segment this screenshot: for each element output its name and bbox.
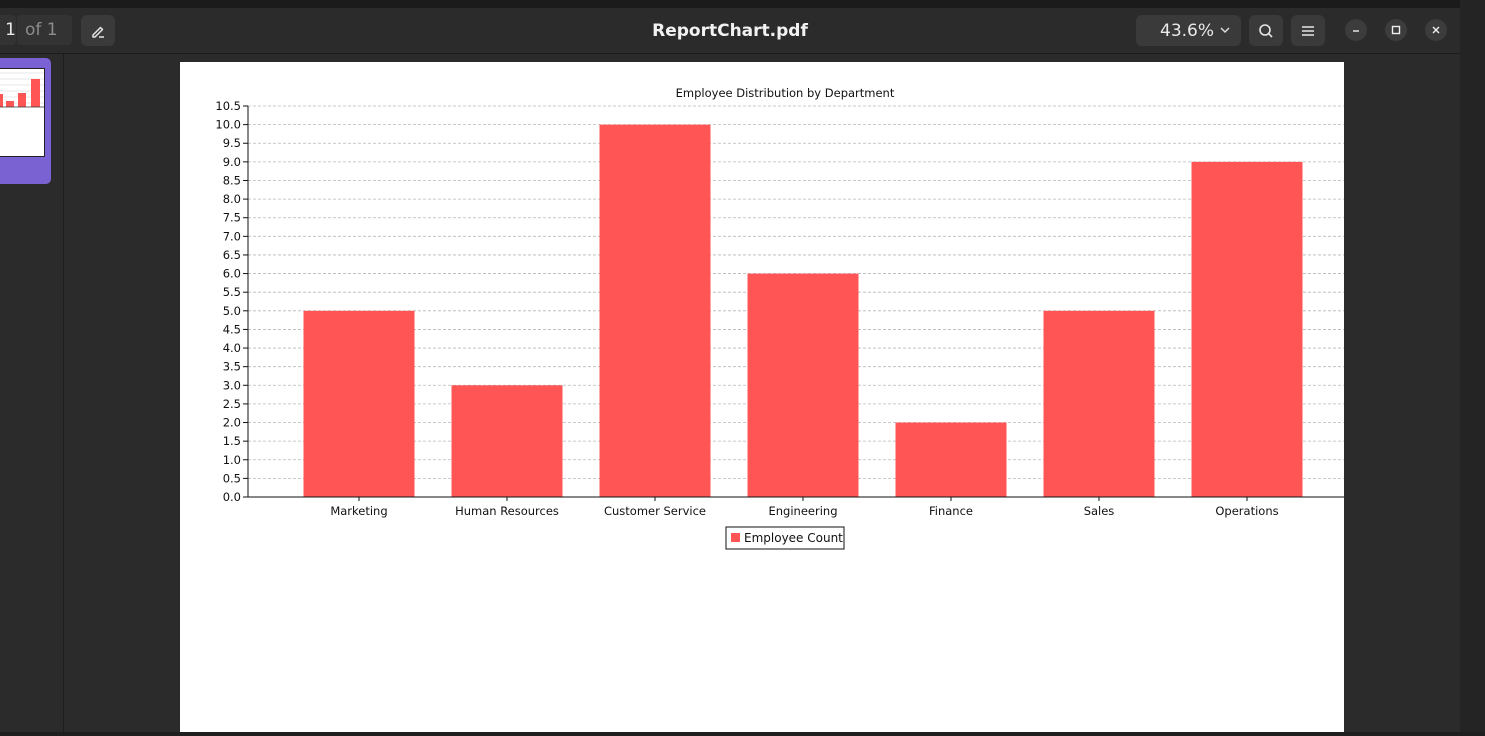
header-bar: 1 of 1 ReportChart.pdf 43.6% [0, 8, 1460, 54]
y-tick-label: 10.0 [215, 118, 241, 132]
y-tick-label: 8.0 [223, 192, 241, 206]
zoom-level: 43.6% [1160, 20, 1215, 41]
y-tick-label: 2.5 [223, 397, 241, 411]
y-tick-label: 10.5 [215, 99, 241, 113]
bar-customer-service [599, 124, 711, 497]
bar-finance [895, 422, 1007, 497]
y-tick-label: 0.0 [223, 490, 241, 504]
window-top-edge [0, 0, 1460, 8]
y-tick-label: 3.0 [223, 378, 241, 392]
bar-human-resources [451, 385, 563, 497]
maximize-icon [1391, 25, 1401, 35]
thumbnail-chart-preview [0, 72, 44, 108]
background-window-edge [1460, 0, 1485, 732]
page-thumbnail-selected[interactable] [0, 58, 51, 184]
main-menu-button[interactable] [1291, 15, 1325, 46]
y-tick-label: 6.0 [223, 267, 241, 281]
page-thumbnail-preview [0, 68, 45, 157]
pen-annotate-icon [92, 26, 104, 38]
minimize-icon [1353, 30, 1359, 32]
y-tick-label: 4.5 [223, 322, 241, 336]
bar-sales [1043, 310, 1155, 497]
y-tick-label: 5.0 [223, 304, 241, 318]
x-tick-label: Customer Service [604, 504, 706, 518]
y-tick-label: 9.5 [223, 136, 241, 150]
legend-swatch [731, 533, 740, 542]
x-tick-label: Sales [1084, 504, 1115, 518]
legend-label: Employee Count [744, 531, 843, 545]
y-tick-label: 2.0 [223, 416, 241, 430]
hamburger-menu-icon [1302, 25, 1314, 36]
close-icon [1432, 26, 1440, 34]
y-tick-label: 7.5 [223, 211, 241, 225]
bar-operations [1191, 161, 1303, 497]
document-title: ReportChart.pdf [652, 21, 808, 41]
page-total-label: of 1 [17, 15, 72, 45]
bar-marketing [303, 310, 415, 497]
x-tick-label: Engineering [769, 504, 838, 518]
pdf-viewer-window: 1 of 1 ReportChart.pdf 43.6% [0, 0, 1461, 732]
chart-legend: Employee Count [725, 526, 845, 550]
chevron-down-icon [1220, 27, 1230, 34]
search-button[interactable] [1249, 15, 1283, 46]
y-tick-label: 3.5 [223, 360, 241, 374]
page-number-input[interactable]: 1 [0, 15, 16, 45]
pdf-page: Employee Distribution by Department 0.0 0… [180, 62, 1344, 732]
zoom-dropdown[interactable]: 43.6% [1136, 15, 1241, 46]
y-tick-label: 6.5 [223, 248, 241, 262]
y-tick-label: 4.0 [223, 341, 241, 355]
y-tick-label: 1.5 [223, 434, 241, 448]
x-tick-label: Finance [929, 504, 973, 518]
bar-engineering [747, 273, 859, 497]
x-tick-label: Operations [1215, 504, 1278, 518]
x-tick-label: Marketing [330, 504, 387, 518]
search-icon [1259, 23, 1273, 38]
thumbnail-sidebar [0, 54, 64, 732]
y-tick-label: 0.5 [223, 471, 241, 485]
minimize-button[interactable] [1345, 19, 1367, 41]
x-tick-label: Human Resources [455, 504, 559, 518]
y-tick-label: 1.0 [223, 453, 241, 467]
chart-title: Employee Distribution by Department [676, 86, 895, 100]
bar-chart: Employee Distribution by Department 0.0 0… [215, 86, 1344, 550]
close-button[interactable] [1425, 19, 1447, 41]
maximize-button[interactable] [1385, 19, 1407, 41]
y-tick-label: 8.5 [223, 173, 241, 187]
y-tick-label: 9.0 [223, 155, 241, 169]
y-tick-label: 5.5 [223, 285, 241, 299]
annotate-button[interactable] [81, 15, 115, 46]
y-tick-label: 7.0 [223, 229, 241, 243]
